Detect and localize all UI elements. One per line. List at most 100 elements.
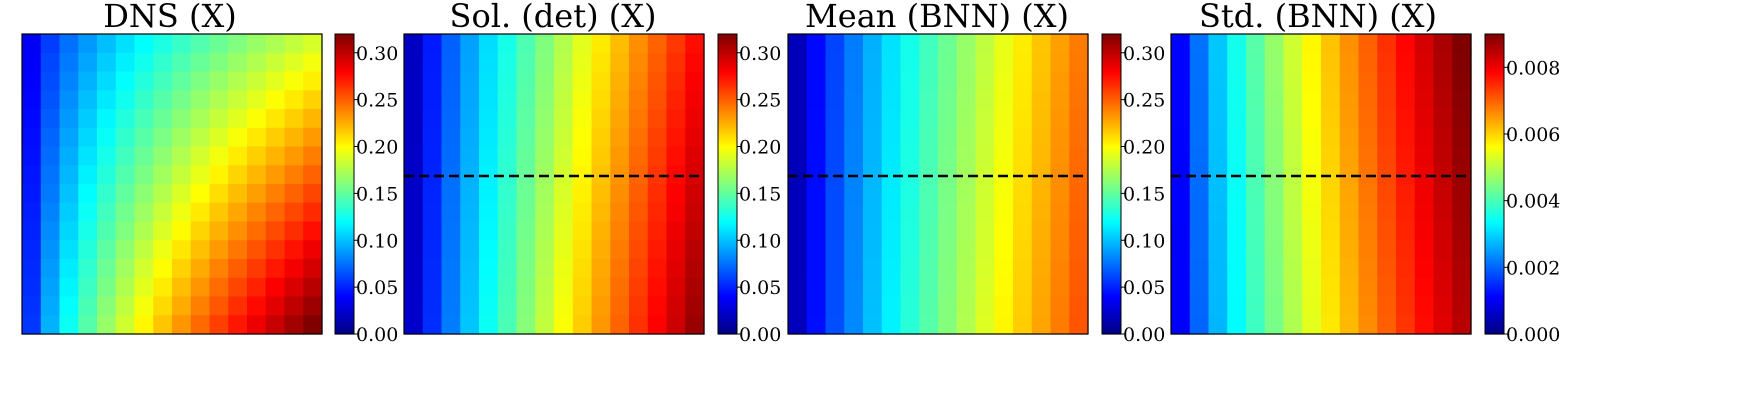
colorbar-segment <box>1485 134 1504 138</box>
colorbar-segment <box>1102 96 1121 100</box>
colorbar-segment <box>1102 239 1121 243</box>
colorbar-segment <box>335 201 354 205</box>
heatmap-cell <box>153 296 173 316</box>
colorbar-segment <box>718 166 737 170</box>
colorbar-segment <box>1102 309 1121 313</box>
heatmap-cell <box>975 184 995 204</box>
colorbar-segment <box>335 64 354 68</box>
heatmap-cell <box>59 240 79 260</box>
heatmap-cell <box>535 296 555 316</box>
heatmap-cell <box>172 127 192 148</box>
heatmap-cell <box>825 90 845 110</box>
heatmap-cell <box>900 240 920 260</box>
colorbar-segment <box>335 266 354 270</box>
heatmap-cell <box>1452 127 1472 148</box>
colorbar-segment <box>335 311 354 315</box>
colorbar-segment <box>718 229 737 233</box>
heatmap-cell <box>1246 52 1266 73</box>
heatmap-cell <box>460 277 480 298</box>
axes-frame <box>21 33 323 335</box>
heatmap-cell <box>190 34 211 54</box>
heatmap-cell <box>1069 127 1089 148</box>
heatmap-cell <box>975 277 995 298</box>
colorbar-segment <box>1102 164 1121 168</box>
colorbar-segment <box>718 156 737 160</box>
colorbar-segment <box>335 89 354 93</box>
heatmap-cell <box>806 109 827 129</box>
heatmap-cell <box>1031 90 1052 110</box>
heatmap-cell <box>629 240 649 260</box>
heatmap-cell <box>1031 315 1052 335</box>
colorbar-segment <box>335 216 354 220</box>
heatmap-cell <box>479 296 499 316</box>
colorbar-segment <box>1485 249 1504 253</box>
colorbar-segment <box>1485 46 1504 50</box>
heatmap-cell <box>1433 34 1453 54</box>
heatmap-cell <box>1377 277 1397 298</box>
heatmap-cell <box>1302 240 1322 260</box>
heatmap-cell <box>172 296 192 316</box>
colorbar-segment <box>1102 284 1121 288</box>
heatmap-cell <box>1171 52 1191 73</box>
heatmap-cell <box>1396 202 1416 223</box>
heatmap-cell <box>1302 259 1322 279</box>
colorbar-segment <box>1485 144 1504 148</box>
heatmap-cell <box>172 202 192 223</box>
heatmap-cell <box>685 146 705 166</box>
colorbar-segment <box>1102 191 1121 195</box>
heatmap-cell <box>284 240 304 260</box>
heatmap-cell <box>1358 221 1378 241</box>
heatmap-cell <box>572 259 593 279</box>
colorbar-segment <box>1102 214 1121 218</box>
heatmap-cell <box>975 90 995 110</box>
heatmap-cell <box>666 315 686 335</box>
heatmap-cell <box>1321 240 1341 260</box>
heatmap-cell <box>1227 221 1247 241</box>
heatmap-cell <box>497 296 518 316</box>
colorbar-segment <box>718 304 737 308</box>
heatmap-cell <box>666 184 686 204</box>
heatmap-cell <box>190 277 211 298</box>
heatmap-cell <box>666 34 686 54</box>
heatmap-cell <box>1264 296 1285 316</box>
heatmap-cell <box>59 277 79 298</box>
colorbar-segment <box>335 54 354 58</box>
heatmap-cell <box>190 202 211 223</box>
heatmap-cell <box>666 202 686 223</box>
heatmap-cell <box>190 127 211 148</box>
axes-frame <box>787 33 1089 335</box>
colorbar-segment <box>335 204 354 208</box>
colorbar-segment <box>335 321 354 325</box>
colorbar-segment <box>1485 329 1504 333</box>
colorbar-segment <box>1102 51 1121 55</box>
colorbar-segment <box>718 239 737 243</box>
heatmap-cell <box>1171 296 1191 316</box>
heatmap-cell <box>209 315 229 335</box>
colorbar-segment <box>1102 41 1121 45</box>
heatmap-cell <box>994 71 1014 91</box>
panel-title: DNS (X) <box>103 0 237 35</box>
heatmap-cell <box>441 146 461 166</box>
heatmap-cell <box>284 71 304 91</box>
colorbar-segment <box>718 241 737 245</box>
heatmap-cell <box>1302 90 1322 110</box>
heatmap-cell <box>1050 259 1070 279</box>
colorbar-segment <box>335 39 354 43</box>
heatmap-cell <box>1189 240 1210 260</box>
heatmap-cell <box>629 71 649 91</box>
heatmap-cell <box>134 259 154 279</box>
heatmap-cell <box>497 34 518 54</box>
colorbar-segment <box>718 79 737 83</box>
heatmap-cell <box>1377 202 1397 223</box>
colorbar-segment <box>1102 81 1121 85</box>
colorbar-segment <box>1102 159 1121 163</box>
colorbar-segment <box>1485 321 1504 325</box>
colorbar-frame <box>717 33 738 335</box>
heatmap-cell <box>1302 109 1322 129</box>
heatmap-cell <box>404 146 424 166</box>
heatmap-cell <box>825 52 845 73</box>
colorbar-segment <box>1485 96 1504 100</box>
heatmap-cell <box>22 52 42 73</box>
heatmap-cell <box>629 184 649 204</box>
colorbar-segment <box>335 186 354 190</box>
